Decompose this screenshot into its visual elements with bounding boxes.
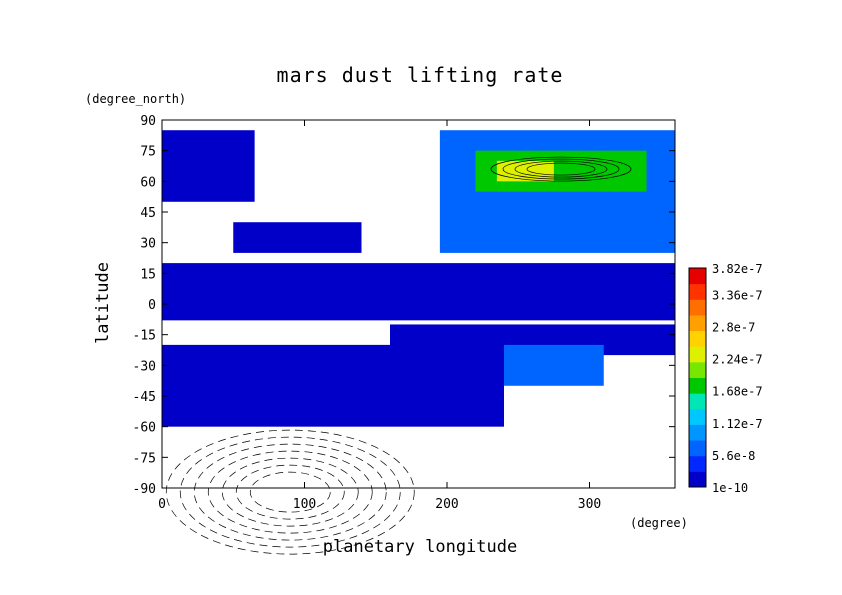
y-tick-label: 60	[140, 175, 156, 190]
y-unit-label: (degree_north)	[85, 92, 186, 106]
colorbar-label: 3.82e-7	[712, 262, 763, 276]
field-region	[162, 263, 675, 304]
colorbar-swatch	[689, 408, 706, 425]
colorbar-swatch	[689, 330, 706, 347]
chart-title: mars dust lifting rate	[277, 63, 564, 87]
y-tick-label: 75	[140, 145, 156, 160]
contour-line	[502, 158, 620, 180]
x-axis-label: planetary longitude	[323, 537, 517, 557]
x-tick-label: 0	[158, 497, 166, 512]
x-unit-label: (degree)	[630, 516, 688, 530]
x-tick-label: 100	[293, 497, 316, 512]
colorbar-label: 1e-10	[712, 481, 748, 495]
colorbar: 3.82e-7 3.36e-7 2.8e-7 2.24e-7 1.68e-7 1.12e-…	[688, 262, 763, 495]
y-tick-label: -75	[133, 451, 156, 466]
contour-line	[249, 471, 331, 513]
colorbar-label: 1.12e-7	[712, 417, 763, 431]
y-tick-label: -45	[133, 390, 156, 405]
y-tick-label: -15	[133, 329, 156, 344]
colorbar-label: 1.68e-7	[712, 385, 763, 399]
field-region	[504, 344, 604, 386]
colorbar-swatch	[689, 361, 706, 378]
y-axis-label: latitude	[93, 262, 113, 344]
contour-line	[235, 464, 345, 520]
colorbar-swatch	[689, 314, 706, 332]
contour-line	[193, 443, 387, 541]
contour-line	[179, 436, 401, 548]
field-region	[233, 222, 362, 253]
x-tick-label: 300	[578, 497, 601, 512]
colorbar-swatch	[689, 283, 706, 300]
y-tick-label: -90	[133, 482, 156, 497]
colorbar-swatch	[689, 268, 706, 285]
x-tick-label: 200	[435, 497, 458, 512]
colorbar-swatch	[689, 299, 706, 316]
y-tick-label: 30	[140, 237, 156, 252]
y-tick-label: 0	[148, 298, 156, 313]
colorbar-swatch	[689, 471, 706, 488]
colorbar-swatch	[689, 346, 706, 363]
colorbar-swatch	[689, 455, 706, 472]
colorbar-swatch	[689, 393, 706, 410]
field-region	[162, 304, 675, 321]
colorbar-frame	[688, 267, 707, 488]
contour-line	[490, 156, 632, 182]
contour-line	[221, 457, 359, 527]
contour-line	[207, 450, 373, 534]
colorbar-label: 5.6e-8	[712, 449, 755, 463]
y-tick-label: -60	[133, 421, 156, 436]
colorbar-swatch	[689, 377, 706, 394]
y-tick-label: 90	[140, 114, 156, 129]
colorbar-swatch	[689, 424, 706, 441]
y-tick-label: 15	[140, 267, 156, 282]
colorbar-label: 2.8e-7	[712, 320, 755, 334]
field-region	[162, 130, 255, 202]
field-region	[162, 344, 504, 427]
contour-line	[165, 429, 415, 555]
colorbar-label: 3.36e-7	[712, 288, 763, 302]
contour-line	[526, 162, 596, 176]
colorbar-swatch	[689, 440, 706, 457]
y-tick-label: 45	[140, 206, 156, 221]
y-tick-label: -30	[133, 359, 156, 374]
colorbar-label: 2.24e-7	[712, 353, 763, 367]
contour-line	[514, 160, 608, 178]
